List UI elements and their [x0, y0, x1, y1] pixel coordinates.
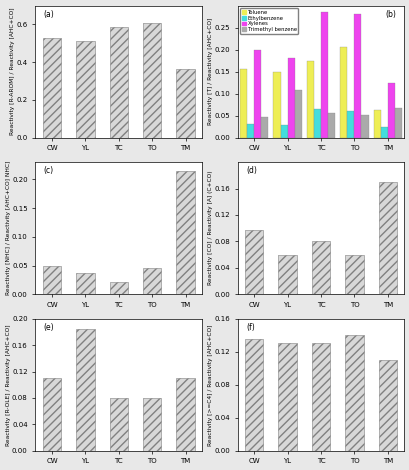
Bar — [380, 126, 387, 138]
Bar — [373, 110, 380, 138]
Bar — [143, 24, 161, 138]
Bar — [353, 15, 361, 138]
Bar — [387, 83, 394, 138]
Bar — [346, 111, 353, 138]
Bar — [76, 273, 94, 294]
Text: (e): (e) — [44, 323, 54, 332]
Legend: Toluene, Ethylbenzene, Xylenes, Trimethyl benzene: Toluene, Ethylbenzene, Xylenes, Trimethy… — [240, 8, 298, 34]
Bar — [344, 255, 363, 294]
Bar — [311, 344, 329, 451]
Bar — [176, 171, 194, 294]
Bar — [278, 255, 296, 294]
Y-axis label: Reactivity [R-AROM] / Reactivity [AHC+CO]: Reactivity [R-AROM] / Reactivity [AHC+CO… — [10, 8, 15, 135]
Bar — [278, 344, 296, 451]
Bar — [76, 329, 94, 451]
Bar — [287, 58, 294, 138]
Bar — [43, 266, 61, 294]
Bar — [344, 335, 363, 451]
Bar — [320, 12, 327, 138]
Bar — [109, 27, 128, 138]
Bar — [273, 71, 280, 138]
Y-axis label: Reactivity [NHC] / Reactivity [AHC+CO] NHC]: Reactivity [NHC] / Reactivity [AHC+CO] N… — [6, 161, 11, 295]
Text: (d): (d) — [245, 166, 256, 175]
Y-axis label: Reactivity [CO] / Reactivity [A] (C+CO): Reactivity [CO] / Reactivity [A] (C+CO) — [207, 171, 212, 285]
Y-axis label: Reactivity [T] / Reactivity [AHC+CO]: Reactivity [T] / Reactivity [AHC+CO] — [207, 18, 212, 125]
Y-axis label: Reactivity [R-OLE] / Reactivity [AHC+CO]: Reactivity [R-OLE] / Reactivity [AHC+CO] — [6, 324, 11, 446]
Bar — [378, 360, 396, 451]
Y-axis label: Reactivity [>=C4] / Reactivity [AHC+CO]: Reactivity [>=C4] / Reactivity [AHC+CO] — [207, 324, 212, 446]
Bar — [247, 125, 254, 138]
Bar — [176, 378, 194, 451]
Bar — [311, 242, 329, 294]
Bar — [261, 117, 268, 138]
Bar — [394, 108, 401, 138]
Bar — [176, 69, 194, 138]
Text: (c): (c) — [44, 166, 54, 175]
Bar — [109, 398, 128, 451]
Text: (b): (b) — [384, 9, 395, 18]
Bar — [378, 182, 396, 294]
Bar — [43, 378, 61, 451]
Text: (f): (f) — [245, 323, 254, 332]
Bar — [339, 47, 346, 138]
Bar — [109, 282, 128, 294]
Bar — [294, 90, 301, 138]
Bar — [245, 339, 263, 451]
Bar — [254, 50, 261, 138]
Bar — [327, 113, 335, 138]
Bar — [240, 70, 247, 138]
Bar — [245, 229, 263, 294]
Text: (a): (a) — [44, 9, 54, 18]
Bar — [143, 398, 161, 451]
Bar — [143, 268, 161, 294]
Bar — [76, 41, 94, 138]
Bar — [280, 125, 287, 138]
Bar — [43, 38, 61, 138]
Bar — [313, 109, 320, 138]
Bar — [306, 61, 313, 138]
Bar — [361, 115, 368, 138]
